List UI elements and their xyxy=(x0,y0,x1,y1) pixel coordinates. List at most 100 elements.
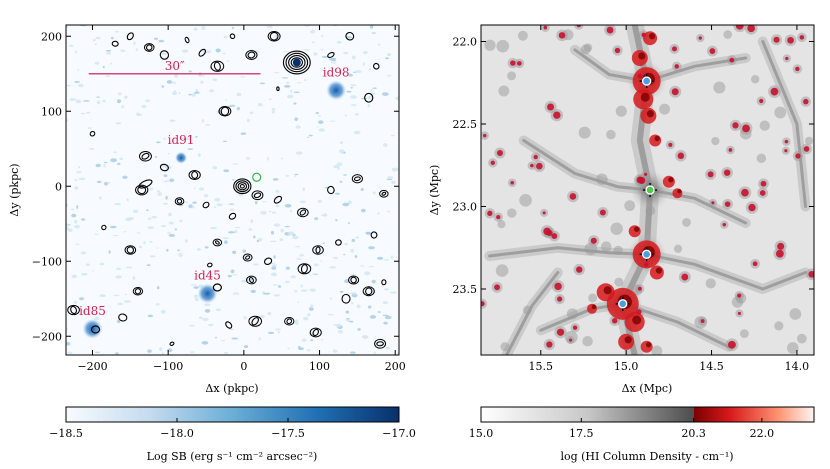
dla-spot xyxy=(672,46,677,52)
noise-speck xyxy=(222,237,230,240)
noise-speck xyxy=(322,242,325,245)
noise-speck xyxy=(372,191,376,195)
noise-speck xyxy=(91,270,95,272)
dla-clump-core xyxy=(677,189,682,194)
noise-speck xyxy=(133,41,136,46)
noise-speck xyxy=(300,289,308,292)
small-halo xyxy=(711,136,720,146)
dla-spot xyxy=(638,176,646,185)
noise-speck xyxy=(228,231,235,234)
noise-speck xyxy=(248,228,253,231)
noise-speck xyxy=(295,258,302,260)
noise-speck xyxy=(194,136,198,138)
noise-speck xyxy=(87,127,92,130)
dla-spot xyxy=(671,88,679,96)
right-colorbar-label: log (HI Column Density - cm⁻¹) xyxy=(560,450,733,463)
contour-ring xyxy=(145,44,153,51)
noise-speck xyxy=(110,158,118,163)
noise-speck xyxy=(162,202,169,205)
noise-speck xyxy=(207,323,214,327)
noise-speck xyxy=(345,35,352,39)
dla-clump-core xyxy=(654,135,660,142)
noise-speck xyxy=(313,52,318,56)
noise-speck xyxy=(240,132,247,136)
noise-speck xyxy=(280,228,284,233)
noise-speck xyxy=(274,34,278,39)
noise-speck xyxy=(314,217,319,221)
contour-ring xyxy=(370,231,378,239)
colorbar-tick-label: −18.0 xyxy=(160,427,194,440)
noise-speck xyxy=(306,349,311,352)
small-halo xyxy=(497,220,506,229)
x-tick-label: −100 xyxy=(153,360,183,373)
noise-speck xyxy=(105,51,112,55)
colorbar-tick-label: −17.5 xyxy=(271,427,305,440)
small-halo xyxy=(739,329,749,338)
contour-ring xyxy=(327,185,335,195)
noise-speck xyxy=(271,266,277,270)
noise-speck xyxy=(236,106,241,111)
noise-speck xyxy=(242,249,247,253)
emission-blob xyxy=(197,283,218,304)
contour-ring xyxy=(184,36,190,44)
noise-speck xyxy=(311,41,316,44)
noise-speck xyxy=(376,212,380,215)
noise-speck xyxy=(204,246,209,249)
dla-spot xyxy=(556,328,565,336)
small-halo xyxy=(614,277,624,287)
noise-speck xyxy=(109,225,117,229)
noise-speck xyxy=(160,309,166,314)
noise-speck xyxy=(286,81,290,85)
contour-ring xyxy=(159,163,169,172)
contour-ring xyxy=(237,182,248,191)
noise-speck xyxy=(184,137,192,140)
noise-speck xyxy=(74,186,79,190)
dla-clump xyxy=(628,225,641,238)
dla-spot xyxy=(808,270,814,278)
noise-speck xyxy=(145,99,151,103)
noise-speck xyxy=(231,26,235,30)
contour-ring xyxy=(253,192,262,199)
y-tick-label: 0 xyxy=(55,180,62,193)
contour-ring xyxy=(225,321,233,329)
noise-speck xyxy=(136,112,141,117)
contour-ring xyxy=(233,178,252,195)
noise-speck xyxy=(149,240,153,243)
dla-spot xyxy=(482,133,487,138)
noise-speck xyxy=(105,74,111,78)
noise-speck xyxy=(270,240,277,243)
dla-spot xyxy=(711,201,715,205)
noise-speck xyxy=(268,210,272,213)
dla-spot xyxy=(759,98,764,104)
noise-speck xyxy=(117,92,122,96)
noise-speck xyxy=(347,200,352,205)
noise-speck xyxy=(228,328,235,331)
noise-speck xyxy=(136,232,141,234)
left-plot-background xyxy=(66,25,399,355)
contour-ring xyxy=(212,238,223,247)
noise-speck xyxy=(203,303,211,307)
noise-speck xyxy=(97,100,101,105)
contour-ring xyxy=(135,184,149,196)
noise-speck xyxy=(145,209,149,212)
small-halo xyxy=(496,39,510,53)
noise-speck xyxy=(330,120,336,122)
noise-speck xyxy=(260,210,267,215)
small-halo xyxy=(583,43,593,52)
contour-ring xyxy=(134,288,142,295)
noise-speck xyxy=(108,250,111,254)
noise-speck xyxy=(159,347,163,351)
noise-speck xyxy=(71,274,78,279)
noise-speck xyxy=(193,286,199,289)
small-halo xyxy=(600,241,612,253)
noise-speck xyxy=(272,178,279,181)
contour-ring xyxy=(381,191,387,196)
small-halo xyxy=(507,71,517,81)
dla-spot xyxy=(748,203,756,212)
noise-speck xyxy=(320,260,323,263)
dla-spot xyxy=(496,214,501,220)
contour-ring xyxy=(229,33,236,40)
contour-ring xyxy=(288,54,306,71)
contour-ring xyxy=(118,313,128,322)
